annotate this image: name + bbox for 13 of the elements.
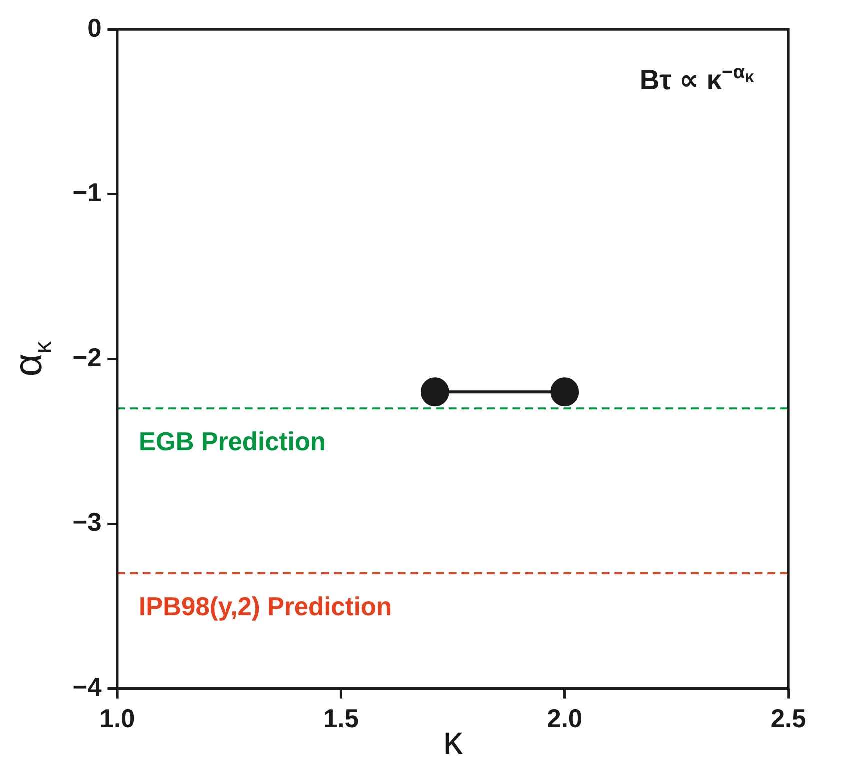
x-tick-label: 1.5 — [323, 705, 359, 734]
y-tick-label: −2 — [72, 344, 102, 372]
y-axis-title: ακ — [6, 342, 58, 377]
ref-line-label: EGB Prediction — [139, 428, 326, 457]
x-tick-label: 2.5 — [770, 705, 806, 734]
x-tick-label: 2.0 — [547, 705, 583, 734]
y-tick-label: −3 — [72, 508, 102, 538]
y-tick-label: −1 — [72, 179, 102, 208]
y-tick-label: 0 — [88, 14, 102, 43]
x-axis-title: κ — [443, 718, 464, 764]
ref-line-label: IPB98(y,2) Prediction — [139, 593, 392, 622]
y-tick-label: −4 — [72, 674, 102, 702]
x-tick-label: 1.0 — [100, 705, 136, 734]
